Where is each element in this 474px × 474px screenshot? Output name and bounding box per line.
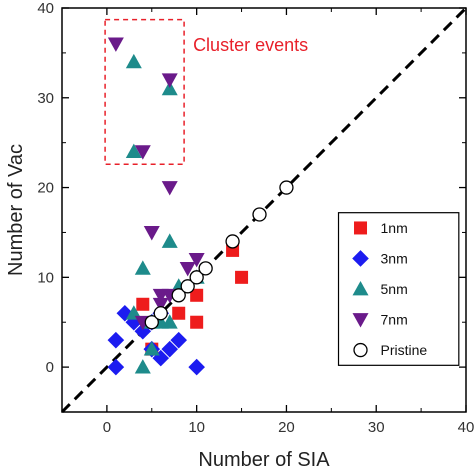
data-point	[125, 143, 142, 159]
y-tick-label: 30	[37, 90, 54, 107]
x-tick-label: 20	[278, 419, 295, 436]
data-point	[179, 261, 196, 277]
data-point	[190, 288, 204, 302]
x-tick-label: 30	[368, 419, 385, 436]
legend-item-1nm: 1nm	[354, 220, 408, 236]
data-point	[161, 181, 178, 196]
data-point	[198, 261, 213, 276]
data-point	[279, 180, 294, 195]
data-point	[161, 233, 178, 248]
data-point	[190, 315, 204, 329]
data-point	[189, 270, 204, 285]
data-point	[225, 234, 240, 249]
series-pristine	[144, 180, 294, 330]
plot-frame	[61, 7, 467, 413]
legend-item-3nm: 3nm	[352, 250, 408, 267]
data-point	[161, 80, 178, 96]
data-point	[161, 314, 178, 329]
data-point	[125, 313, 143, 331]
data-point	[171, 288, 186, 303]
cluster-events-label: Cluster events	[193, 35, 308, 55]
data-point	[188, 358, 205, 376]
y-axis-title: Number of Vac	[5, 144, 27, 276]
legend-marker	[354, 221, 368, 235]
legend-marker	[353, 342, 368, 358]
data-point	[161, 73, 178, 88]
legend-label: 5nm	[381, 281, 408, 297]
legend-item-7nm: 7nm	[352, 312, 408, 328]
legend: 1nm 3nm 5nm 7nm Pristine	[337, 212, 460, 366]
data-points	[107, 37, 294, 376]
data-point	[107, 331, 125, 349]
data-point	[134, 260, 151, 275]
plot-area	[60, 6, 468, 414]
x-tick-label: 0	[103, 419, 111, 436]
data-point	[144, 315, 159, 330]
data-point	[235, 270, 249, 284]
data-point	[180, 279, 195, 294]
legend-marker	[352, 250, 369, 267]
legend-label: 3nm	[381, 250, 408, 266]
data-point	[188, 252, 205, 268]
y-tick-label: 10	[37, 269, 54, 286]
data-point	[134, 145, 151, 160]
axes: 0 0 10 10 20 20 30 30 40 40	[37, 0, 474, 436]
series-1nm	[136, 243, 249, 356]
y-tick-label: 40	[37, 0, 54, 17]
data-point	[152, 297, 169, 313]
legend-label: 1nm	[381, 220, 408, 236]
data-point	[252, 207, 267, 222]
data-point	[107, 358, 125, 376]
data-point	[153, 306, 168, 321]
data-point	[107, 37, 124, 52]
y-tick-label: 20	[37, 180, 54, 197]
reference-line	[60, 6, 468, 414]
legend-marker	[352, 281, 369, 296]
data-point	[143, 226, 160, 241]
x-tick-label: 40	[458, 419, 474, 436]
legend-item-5nm: 5nm	[352, 281, 408, 297]
data-point	[116, 304, 134, 322]
y-tick-label: 0	[46, 359, 54, 376]
data-point	[134, 322, 152, 340]
legend-item-pristine: Pristine	[353, 342, 428, 358]
data-point	[161, 340, 179, 358]
data-point	[170, 331, 188, 349]
data-point	[125, 53, 142, 69]
x-tick-label: 10	[188, 419, 205, 436]
x-axis-title: Number of SIA	[198, 449, 330, 471]
legend-label: Pristine	[381, 342, 428, 358]
legend-label: 7nm	[381, 312, 408, 328]
data-point	[134, 359, 151, 374]
legend-marker	[352, 313, 369, 328]
cluster-events-box	[104, 18, 185, 165]
data-point	[136, 297, 150, 311]
data-point	[172, 306, 186, 320]
data-point	[143, 341, 160, 356]
